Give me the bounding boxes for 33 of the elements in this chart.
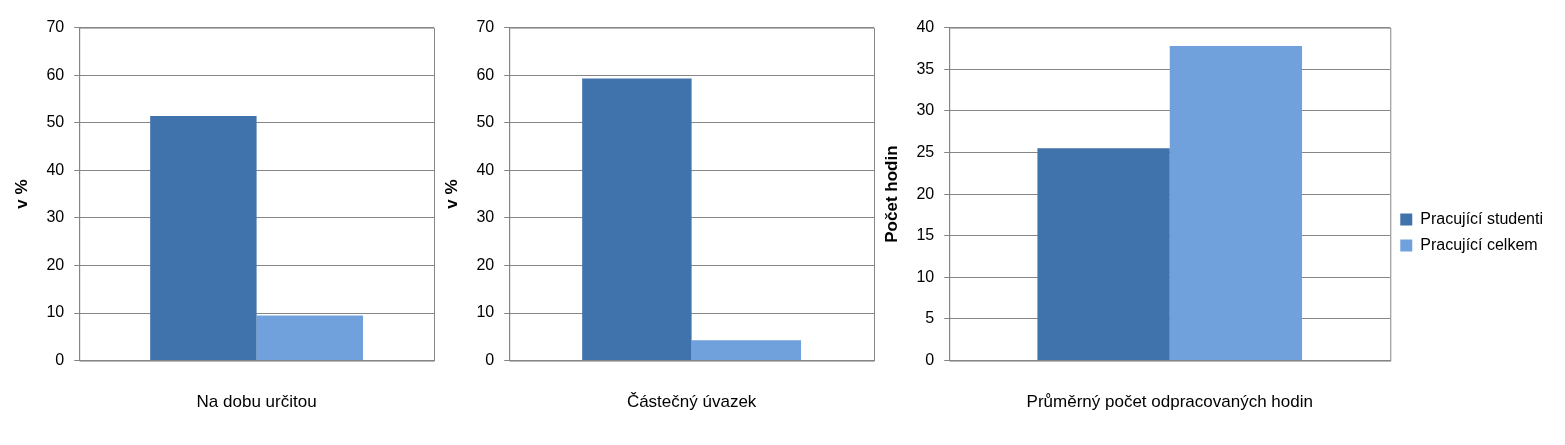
y-tick-label: 60 [476,65,495,83]
y-axis-title: v % [11,179,31,209]
legend-label: Pracující celkem [1420,235,1538,253]
y-tick-label: 35 [916,59,935,77]
y-tick-label: 25 [916,142,935,160]
y-tick-label: 10 [476,303,495,321]
y-tick-label: 20 [46,255,65,273]
y-tick-label: 30 [46,208,65,226]
y-tick-label: 60 [46,65,65,83]
y-tick-label: 30 [476,208,495,226]
legend-label: Pracující studenti [1420,209,1544,227]
y-tick-label: 40 [46,160,65,178]
y-tick-label: 0 [55,351,65,369]
y-tick-label: 30 [916,101,935,119]
y-tick-label: 0 [925,351,935,369]
y-tick-label: 40 [476,160,495,178]
y-tick-label: 10 [916,267,935,285]
y-tick-label: 5 [925,309,935,327]
y-tick-label: 20 [476,255,495,273]
x-tick-label: Na dobu určitou [196,392,317,412]
y-tick-label: 10 [46,303,65,321]
x-tick-label: Průměrný počet odpracovaných hodin [1026,392,1313,412]
y-tick-label: 50 [476,113,495,131]
y-axis-title: Počet hodin [881,145,901,243]
y-tick-label: 70 [46,18,65,36]
y-tick-label: 50 [46,113,65,131]
x-tick-label: Částečný úvazek [626,392,757,412]
y-tick-label: 15 [916,226,935,244]
y-tick-label: 40 [916,18,935,36]
y-axis-title: v % [441,179,461,209]
y-tick-label: 70 [476,18,495,36]
y-tick-label: 0 [485,351,495,369]
y-tick-label: 20 [916,184,935,202]
